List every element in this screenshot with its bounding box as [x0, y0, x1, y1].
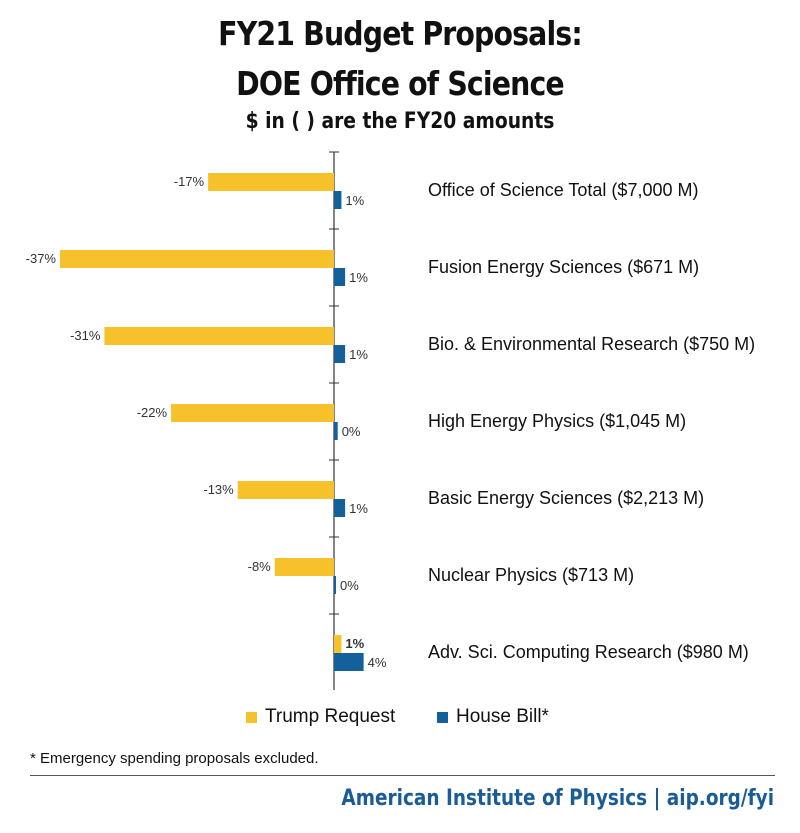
chart-subtitle: DOE Office of Science [236, 64, 564, 103]
category-label: Nuclear Physics ($713 M) [428, 565, 634, 585]
data-label-trump: -37% [26, 251, 57, 266]
bar-chart: -17% 1% Office of Science Total ($7,000 M)… [26, 151, 755, 690]
legend-label-trump: Trump Request [265, 706, 396, 727]
bar-house-bill [334, 268, 346, 286]
category-label: Basic Energy Sciences ($2,213 M) [428, 488, 704, 508]
legend: Trump Request House Bill* [0, 706, 800, 736]
bar-house-bill [334, 499, 346, 517]
chart-note: $ in ( ) are the FY20 amounts [245, 109, 555, 134]
data-label-house: 0% [342, 424, 361, 439]
category-label: Bio. & Environmental Research ($750 M) [428, 334, 755, 354]
data-label-house: 1% [349, 501, 368, 516]
bar-trump-request [208, 173, 334, 191]
bar-trump-request [274, 558, 334, 576]
footnote: * Emergency spending proposals excluded. [30, 750, 319, 767]
legend-label-house: House Bill* [456, 706, 549, 727]
data-label-house: 1% [349, 270, 368, 285]
data-label-trump: -17% [174, 174, 205, 189]
legend-swatch-trump [246, 711, 257, 723]
bar-trump-request [334, 635, 342, 653]
bar-trump-request [171, 404, 334, 422]
data-label-house: 0% [340, 578, 359, 593]
bar-house-bill [334, 422, 338, 440]
bar-house-bill [334, 576, 336, 594]
legend-swatch-house [437, 711, 448, 723]
bar-house-bill [334, 345, 346, 363]
data-label-trump: 1% [345, 636, 364, 651]
bar-trump-request [237, 481, 334, 499]
category-label: Adv. Sci. Computing Research ($980 M) [428, 642, 749, 662]
data-label-house: 4% [368, 655, 387, 670]
credit-line: American Institute of Physics | aip.org/… [341, 786, 774, 811]
category-label: High Energy Physics ($1,045 M) [428, 411, 686, 431]
data-label-trump: -13% [203, 482, 234, 497]
chart-title: FY21 Budget Proposals: [218, 14, 583, 53]
bar-trump-request [104, 327, 334, 345]
legend-item-trump: Trump Request [246, 706, 395, 728]
data-label-trump: -8% [248, 559, 272, 574]
legend-item-house: House Bill* [437, 706, 549, 728]
data-label-house: 1% [345, 193, 364, 208]
bar-house-bill [334, 191, 342, 209]
footer-divider [30, 775, 775, 776]
category-label: Fusion Energy Sciences ($671 M) [428, 257, 699, 277]
data-label-trump: -22% [137, 405, 168, 420]
data-label-house: 1% [349, 347, 368, 362]
bar-house-bill [334, 653, 364, 671]
data-label-trump: -31% [70, 328, 101, 343]
bar-trump-request [60, 250, 334, 268]
category-label: Office of Science Total ($7,000 M) [428, 180, 698, 200]
